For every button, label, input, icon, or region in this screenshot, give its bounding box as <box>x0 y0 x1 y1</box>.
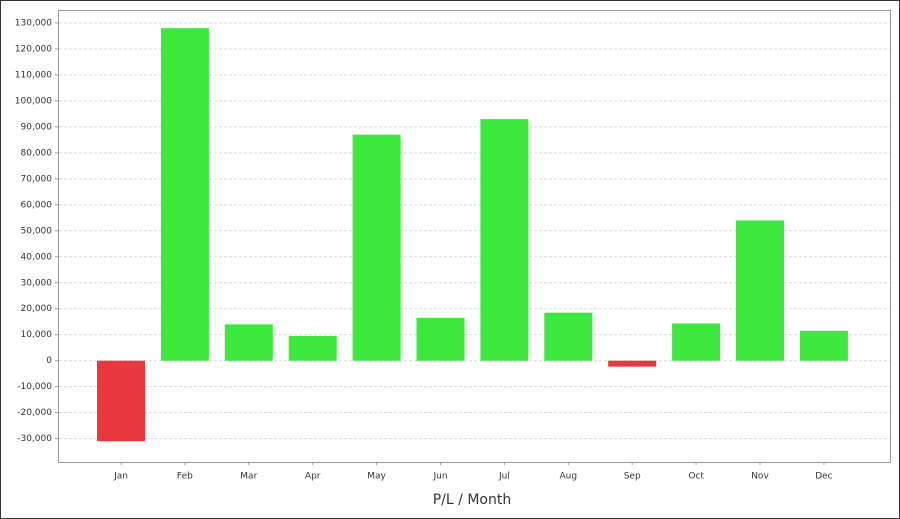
bar <box>160 28 209 361</box>
y-tick-label: 130,000 <box>15 18 52 28</box>
plot-area <box>58 10 891 463</box>
x-tick-label: Aug <box>560 472 578 482</box>
y-tick-label: 70,000 <box>21 174 53 184</box>
x-tick-label: Feb <box>177 472 193 482</box>
x-tick-label: Jun <box>432 472 447 482</box>
y-tick-label: 30,000 <box>21 278 53 288</box>
x-tick-label: Apr <box>305 472 321 482</box>
y-tick-label: -10,000 <box>17 382 52 392</box>
bar <box>352 134 401 361</box>
bar <box>799 330 848 361</box>
bar <box>224 324 273 361</box>
bar <box>544 312 593 361</box>
y-tick-label: 10,000 <box>21 330 53 340</box>
bar <box>288 336 337 361</box>
y-tick-label: 80,000 <box>21 148 53 158</box>
bar <box>608 360 657 367</box>
y-tick-label: 50,000 <box>21 226 53 236</box>
y-tick-label: 90,000 <box>21 122 53 132</box>
y-tick-label: 0 <box>46 356 52 366</box>
x-tick-label: May <box>367 472 386 482</box>
bar <box>736 220 784 361</box>
x-tick-label: Sep <box>624 472 641 482</box>
y-tick-label: 110,000 <box>15 70 52 80</box>
x-tick-label: Dec <box>815 472 832 482</box>
bar <box>97 360 145 442</box>
bar <box>416 317 465 361</box>
x-tick-label: Jan <box>113 472 128 482</box>
bar <box>672 323 721 361</box>
x-tick-label: Jul <box>498 472 510 482</box>
x-tick-label: Oct <box>688 472 704 482</box>
y-tick-label: 60,000 <box>21 200 53 210</box>
y-tick-label: -30,000 <box>17 434 52 444</box>
y-tick-label: 100,000 <box>15 96 52 106</box>
y-tick-label: 120,000 <box>15 44 52 54</box>
y-tick-label: -20,000 <box>17 408 52 418</box>
y-tick-label: 20,000 <box>21 304 53 314</box>
x-tick-label: Nov <box>751 472 769 482</box>
y-tick-label: 40,000 <box>21 252 53 262</box>
x-axis-label: P/L / Month <box>433 492 511 508</box>
bar <box>480 119 529 361</box>
x-tick-label: Mar <box>240 472 257 482</box>
